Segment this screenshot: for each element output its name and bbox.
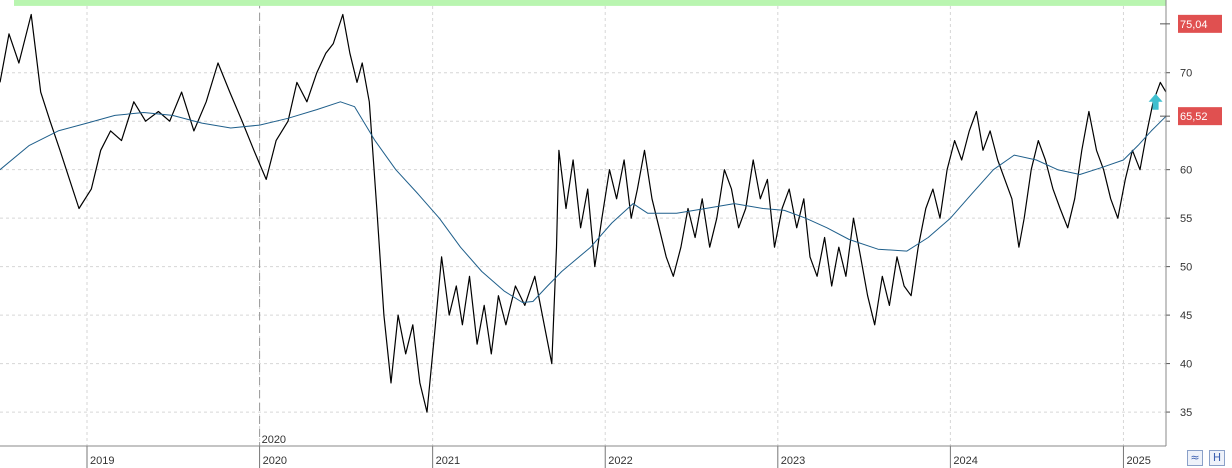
- annotations: 75,04 65,52: [1148, 14, 1222, 126]
- double-chevron-icon[interactable]: ≈: [1187, 450, 1203, 466]
- price-tag-box: [1178, 107, 1222, 126]
- x-tick-label: 2025: [1126, 455, 1150, 467]
- x-axis: 2019 2020 2021 2022 2023 2024 2025 2020: [0, 434, 1166, 468]
- x-tick-label: 2023: [781, 455, 805, 467]
- price-tag: 75,04: [1160, 14, 1222, 33]
- reference-band: [14, 0, 1166, 6]
- x-tick-label: 2024: [953, 455, 977, 467]
- signal-arrow-icon: [1148, 93, 1163, 110]
- price-tag-label: 75,04: [1180, 19, 1208, 31]
- session-break-label: 2020: [262, 434, 286, 446]
- x-tick-label: 2021: [436, 455, 460, 467]
- y-tick-label: 35: [1180, 407, 1192, 419]
- x-tick-label: 2020: [263, 455, 287, 467]
- x-tick-label: 2019: [90, 455, 114, 467]
- price-tag-box: [1178, 14, 1222, 33]
- price-tag-label: 65,52: [1180, 111, 1208, 123]
- h-scale-icon[interactable]: H: [1209, 450, 1225, 466]
- y-tick-label: 60: [1180, 165, 1192, 177]
- price-tag: 65,52: [1160, 107, 1222, 126]
- y-tick-label: 45: [1180, 310, 1192, 322]
- y-axis: 3540455055606570: [1165, 0, 1192, 446]
- y-tick-label: 70: [1180, 68, 1192, 80]
- y-tick-label: 50: [1180, 262, 1192, 274]
- moving-average-line: [0, 101, 1167, 303]
- y-tick-label: 40: [1180, 359, 1192, 371]
- x-tick-label: 2022: [608, 455, 632, 467]
- y-tick-label: 55: [1180, 213, 1192, 225]
- price-line: [0, 13, 1167, 413]
- series-layer: [0, 13, 1167, 413]
